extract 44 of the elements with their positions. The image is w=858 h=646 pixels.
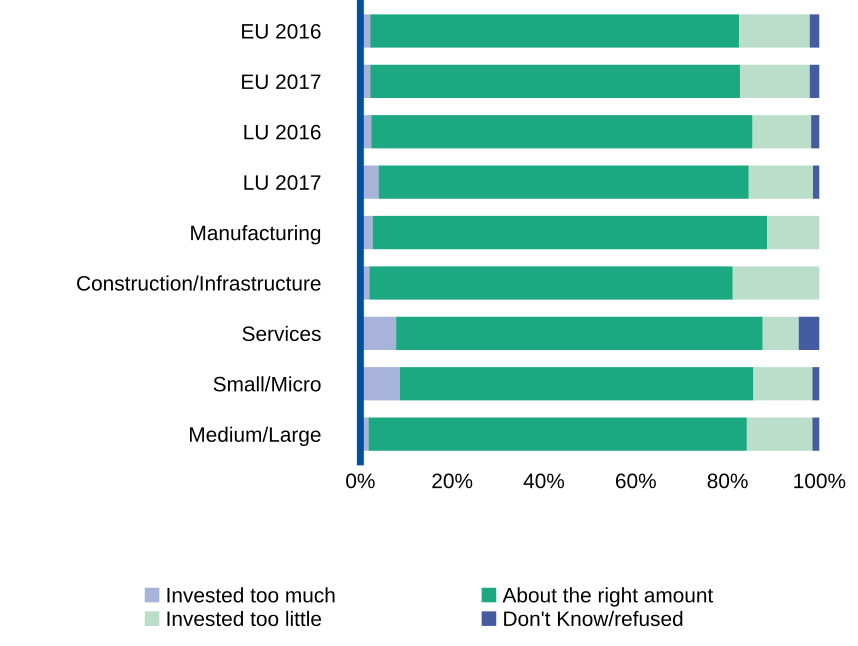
bar <box>400 367 754 400</box>
y-tick-label: Services <box>242 326 321 342</box>
legend-label: Invested too little <box>168 610 322 626</box>
bar <box>810 64 820 98</box>
bar <box>370 266 733 300</box>
bar <box>746 418 813 451</box>
legend-label: Don't Know/refused <box>504 610 682 626</box>
bar <box>378 166 749 199</box>
bar <box>748 166 813 199</box>
bar <box>370 14 740 48</box>
bar <box>372 216 768 250</box>
bar <box>739 14 810 48</box>
y-tick-label: LU 2016 <box>244 124 321 140</box>
bar <box>753 367 813 400</box>
y-tick-label: Medium/Large <box>190 426 321 446</box>
x-tick-label: 60% <box>616 474 656 488</box>
y-tick-label: EU 2016 <box>242 24 321 39</box>
bar <box>370 64 740 98</box>
bar <box>740 64 810 98</box>
bar <box>396 316 762 350</box>
x-tick-label: 0% <box>346 474 375 488</box>
bar <box>371 115 752 148</box>
bar <box>732 266 820 300</box>
bar <box>812 367 820 400</box>
legend-label: About the right amount <box>502 587 714 607</box>
y-tick-label: Manufacturing <box>191 225 320 244</box>
bar <box>767 216 820 250</box>
x-tick-label: 20% <box>432 474 472 488</box>
y-tick-label: LU 2017 <box>244 175 320 190</box>
bar <box>811 115 820 148</box>
bar <box>812 166 820 199</box>
x-tick-label: 100% <box>794 474 846 488</box>
x-tick-label: 40% <box>524 474 564 488</box>
y-tick-label: Construction/Infrastructure <box>77 275 321 291</box>
bar <box>798 316 820 350</box>
bar <box>762 316 799 350</box>
bar <box>368 418 747 451</box>
y-tick-label: EU 2017 <box>242 74 320 90</box>
legend-label: Invested too much <box>168 587 334 603</box>
y-tick-label: Small/Micro <box>214 376 321 392</box>
bar <box>810 14 820 48</box>
x-tick-label: 80% <box>708 474 748 488</box>
bar <box>752 115 812 148</box>
bar <box>812 418 820 451</box>
